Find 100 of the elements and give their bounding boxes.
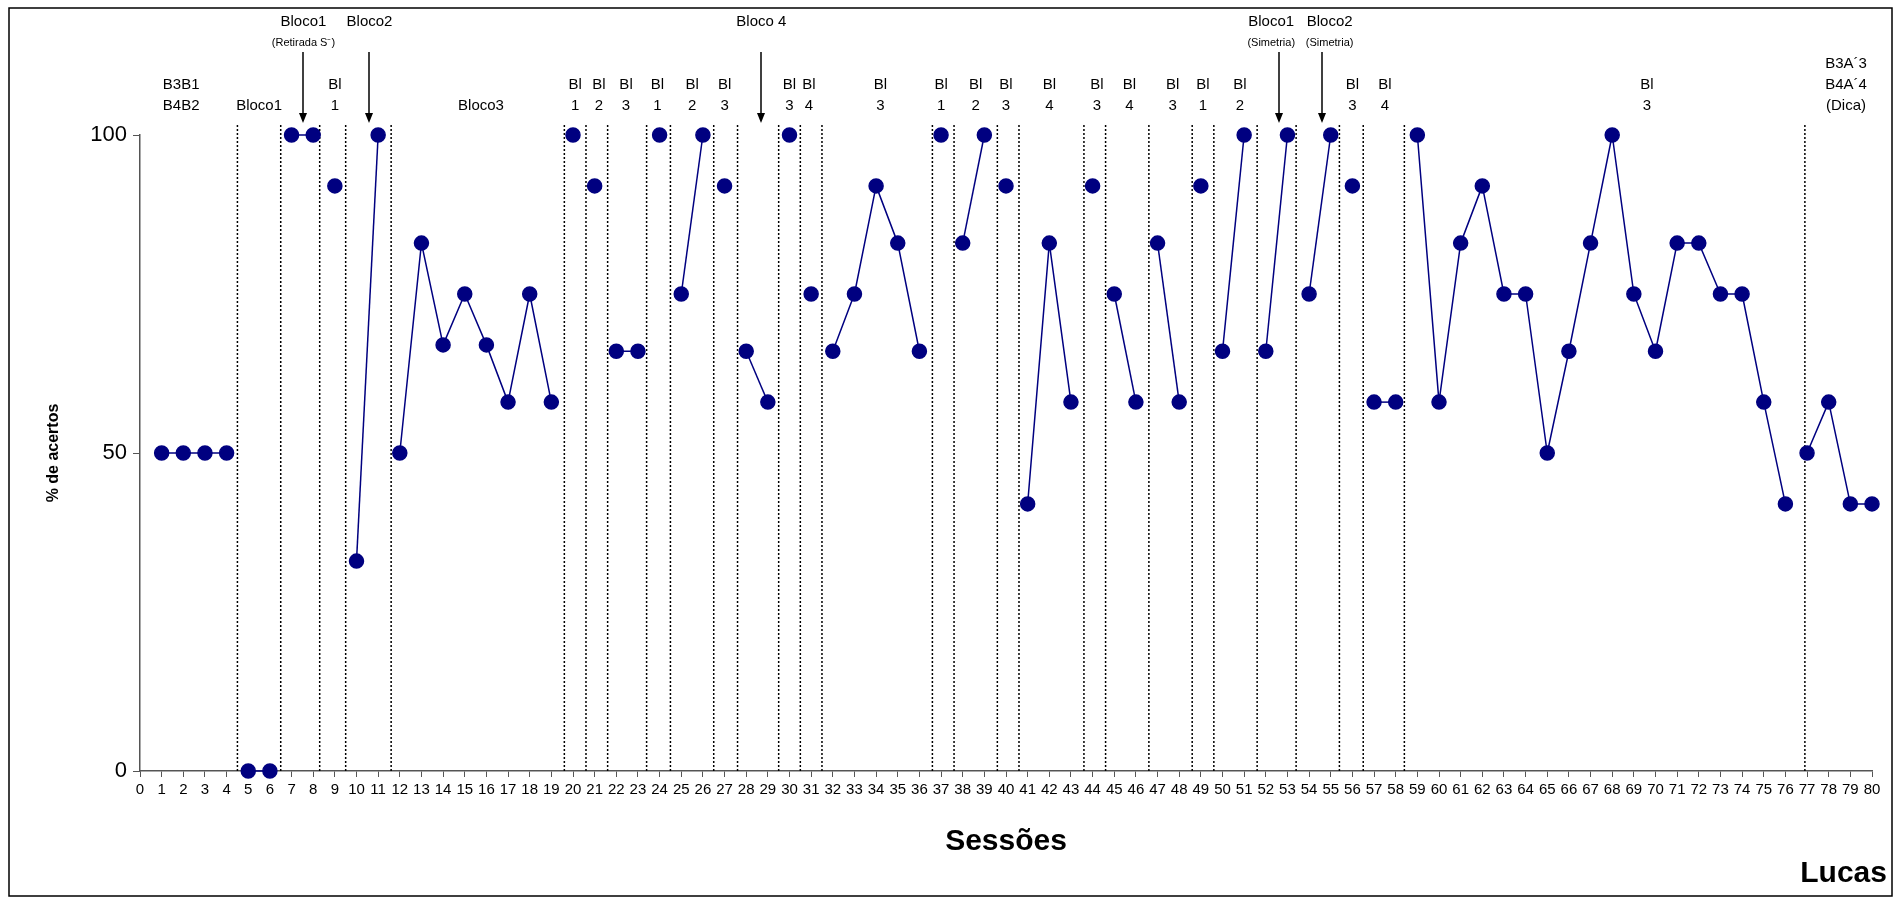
text: Bl 1 [1196, 75, 1210, 113]
x-tick-label: 43 [1062, 780, 1080, 798]
text: Bl 2 [685, 75, 699, 113]
text: Bl 3 [873, 75, 888, 113]
point [1258, 343, 1274, 359]
point [500, 394, 516, 410]
point [1301, 286, 1317, 302]
x-tick-label: 25 [672, 780, 690, 798]
x-tick-label: 7 [287, 780, 296, 798]
point [651, 127, 668, 143]
x-tick-label: 14 [434, 780, 452, 798]
point [998, 178, 1014, 194]
x-tick-label: 71 [1668, 780, 1686, 798]
text: B3B1 B4B2 [162, 75, 200, 113]
point [1582, 235, 1599, 251]
point [868, 178, 884, 194]
text: Bl 3 [619, 75, 633, 113]
point [348, 553, 365, 569]
x-tick-label: 0 [135, 780, 145, 798]
point [976, 127, 993, 143]
x-tick-label: 53 [1279, 780, 1296, 798]
text: Bl 3 [1166, 75, 1180, 113]
x-tick-label: 57 [1365, 780, 1383, 798]
point [543, 394, 560, 410]
point [1799, 445, 1815, 461]
point [1193, 178, 1209, 194]
point [1496, 286, 1512, 302]
point [1409, 127, 1426, 143]
x-tick-label: 4 [222, 780, 231, 798]
x-tick-label: 28 [737, 780, 755, 798]
text: Bl 3 [1090, 75, 1104, 113]
x-tick-label: 30 [781, 780, 798, 798]
point [240, 763, 256, 779]
text: Bl 4 [802, 75, 816, 113]
x-tick-label: 22 [607, 780, 625, 798]
x-tick-label: 8 [309, 780, 318, 798]
x-tick-label: 49 [1192, 780, 1210, 798]
x-tick-label: 78 [1820, 780, 1838, 798]
point [1517, 286, 1534, 302]
point [478, 337, 495, 353]
x-tick-label: 56 [1344, 780, 1361, 798]
text: Bl 2 [592, 75, 606, 113]
x-tick-label: 44 [1084, 780, 1101, 798]
x-tick-label: 54 [1300, 780, 1318, 798]
point [803, 286, 819, 302]
point [413, 235, 430, 251]
x-tick-label: 76 [1777, 780, 1794, 798]
text: Bloco2 [346, 12, 393, 29]
x-tick-label: 51 [1235, 780, 1253, 798]
x-tick-label: 45 [1105, 780, 1123, 798]
x-tick-label: 6 [265, 780, 275, 798]
x-tick-label: 66 [1560, 780, 1578, 798]
x-tick-label: 17 [499, 780, 517, 798]
x-tick-label: 16 [478, 780, 495, 798]
point [933, 127, 949, 143]
x-tick-label: 68 [1603, 780, 1621, 798]
point [153, 445, 170, 461]
x-tick-label: 46 [1127, 780, 1145, 798]
point [1279, 127, 1296, 143]
point [521, 286, 538, 302]
x-tick-label: 1 [157, 780, 166, 798]
text: Bl 1 [568, 75, 582, 113]
x-tick-label: 12 [391, 780, 409, 798]
x-tick-label: 37 [932, 780, 950, 798]
point [911, 343, 928, 359]
x-tick-label: 67 [1582, 780, 1599, 798]
text: Bl 3 [782, 75, 797, 113]
x-tick-label: 23 [629, 780, 647, 798]
x-tick-label: 61 [1452, 780, 1469, 798]
point [218, 445, 235, 461]
x-tick-label: 21 [586, 780, 603, 798]
point [1842, 496, 1859, 512]
x-tick-label: 31 [802, 780, 820, 798]
text: Bl 4 [1042, 75, 1056, 113]
point [1604, 127, 1620, 143]
point [630, 343, 646, 359]
point [262, 763, 278, 779]
point [1777, 496, 1794, 512]
point [1344, 178, 1361, 194]
x-tick-label: 34 [867, 780, 885, 798]
point [370, 127, 386, 143]
x-tick-label: 41 [1019, 780, 1036, 798]
x-tick-label: 59 [1409, 780, 1426, 798]
x-tick-label: 9 [330, 780, 340, 798]
point [1019, 496, 1036, 512]
point [1149, 235, 1166, 251]
text: Bloco1 (Simetria) [1247, 12, 1296, 48]
text: Bl 4 [1378, 75, 1392, 113]
x-tick-label: 47 [1149, 780, 1166, 798]
x-tick-label: 15 [456, 780, 474, 798]
x-tick-label: 36 [911, 780, 928, 798]
x-tick-label: 13 [413, 780, 430, 798]
x-tick-label: 3 [200, 780, 210, 798]
point [1864, 496, 1880, 512]
point [1647, 343, 1664, 359]
point [890, 235, 906, 251]
x-tick-label: 18 [521, 780, 539, 798]
x-tick-label: 48 [1170, 780, 1188, 798]
point [608, 343, 625, 359]
point [1366, 394, 1382, 410]
